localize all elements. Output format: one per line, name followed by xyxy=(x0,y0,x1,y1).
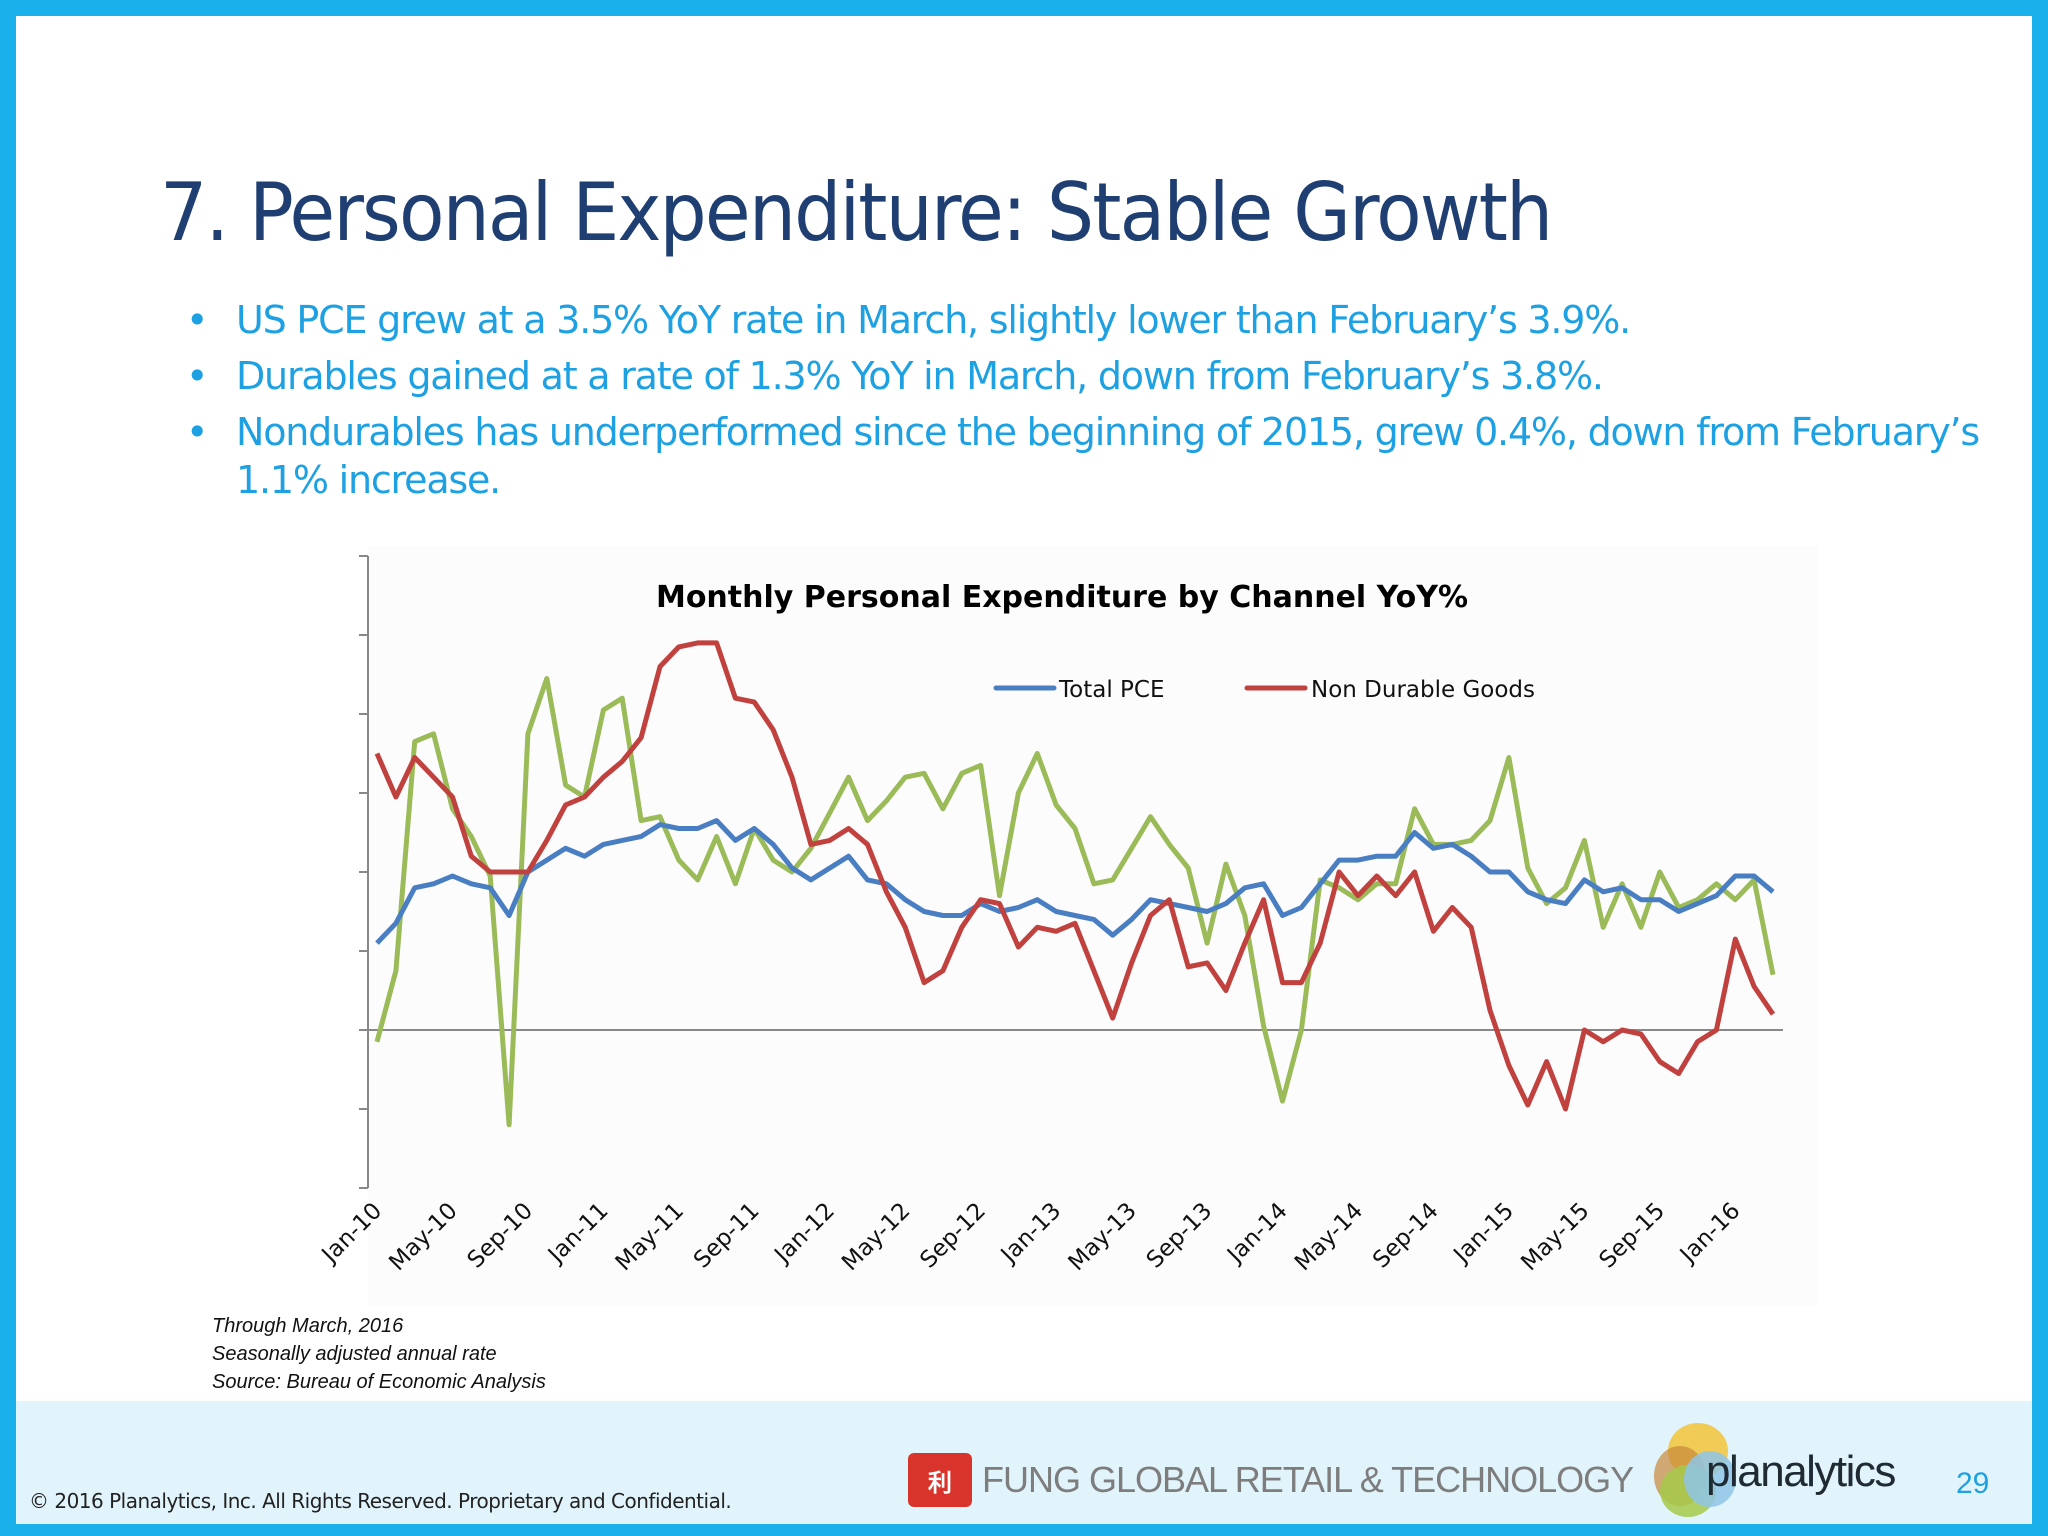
fung-logo-text: FUNG GLOBAL RETAIL & TECHNOLOGY xyxy=(982,1459,1634,1500)
bullet-list: • US PCE grew at a 3.5% YoY rate in March… xyxy=(186,296,1986,512)
bullet-icon: • xyxy=(186,354,208,398)
legend-label-total-pce: Total PCE xyxy=(1058,677,1165,703)
slide: 7. Personal Expenditure: Stable Growth •… xyxy=(16,16,2032,1524)
legend-label-non-durable: Non Durable Goods xyxy=(1311,677,1535,703)
series-line-total-pce xyxy=(375,818,1775,945)
bullet-item: • Durables gained at a rate of 1.3% YoY i… xyxy=(186,352,1986,400)
copyright-text: © 2016 Planalytics, Inc. All Rights Rese… xyxy=(29,1489,732,1513)
note-line: Source: Bureau of Economic Analysis xyxy=(212,1371,546,1393)
fung-logo: 利 FUNG GLOBAL RETAIL & TECHNOLOGY xyxy=(908,1453,1634,1507)
page-title: 7. Personal Expenditure: Stable Growth xyxy=(160,166,1553,259)
note-line: Through March, 2016 xyxy=(212,1315,404,1337)
note-line: Seasonally adjusted annual rate xyxy=(212,1343,497,1365)
series-line-non-durable-goods xyxy=(374,640,1776,1112)
legend: Total PCE Non Durable Goods xyxy=(993,677,1535,703)
series-lines xyxy=(374,640,1776,1128)
footer: © 2016 Planalytics, Inc. All Rights Rese… xyxy=(16,1401,2032,1524)
planalytics-logo: planalytics xyxy=(1648,1421,1918,1521)
bullet-item: • Nondurables has underperformed since th… xyxy=(186,408,1986,504)
series-line-series-2 xyxy=(374,676,1776,1128)
line-chart: Monthly Personal Expenditure by Channel … xyxy=(316,546,1818,1306)
planalytics-logo-text: planalytics xyxy=(1706,1447,1896,1496)
chart-title: Monthly Personal Expenditure by Channel … xyxy=(656,580,1468,615)
bullet-item: • US PCE grew at a 3.5% YoY rate in March… xyxy=(186,296,1986,344)
chart-area xyxy=(368,546,1818,1306)
bullet-text: Nondurables has underperformed since the… xyxy=(236,410,1980,502)
axes xyxy=(359,555,1783,1189)
fung-logo-mark-icon: 利 xyxy=(908,1453,972,1507)
bullet-text: Durables gained at a rate of 1.3% YoY in… xyxy=(236,354,1604,398)
page-number: 29 xyxy=(1956,1467,1990,1500)
planalytics-logo-mark-icon xyxy=(1654,1423,1736,1517)
chart-notes: Through March, 2016 Seasonally adjusted … xyxy=(212,1312,546,1396)
bullet-text: US PCE grew at a 3.5% YoY rate in March,… xyxy=(236,298,1631,342)
bullet-icon: • xyxy=(186,298,208,342)
bullet-icon: • xyxy=(186,410,208,454)
